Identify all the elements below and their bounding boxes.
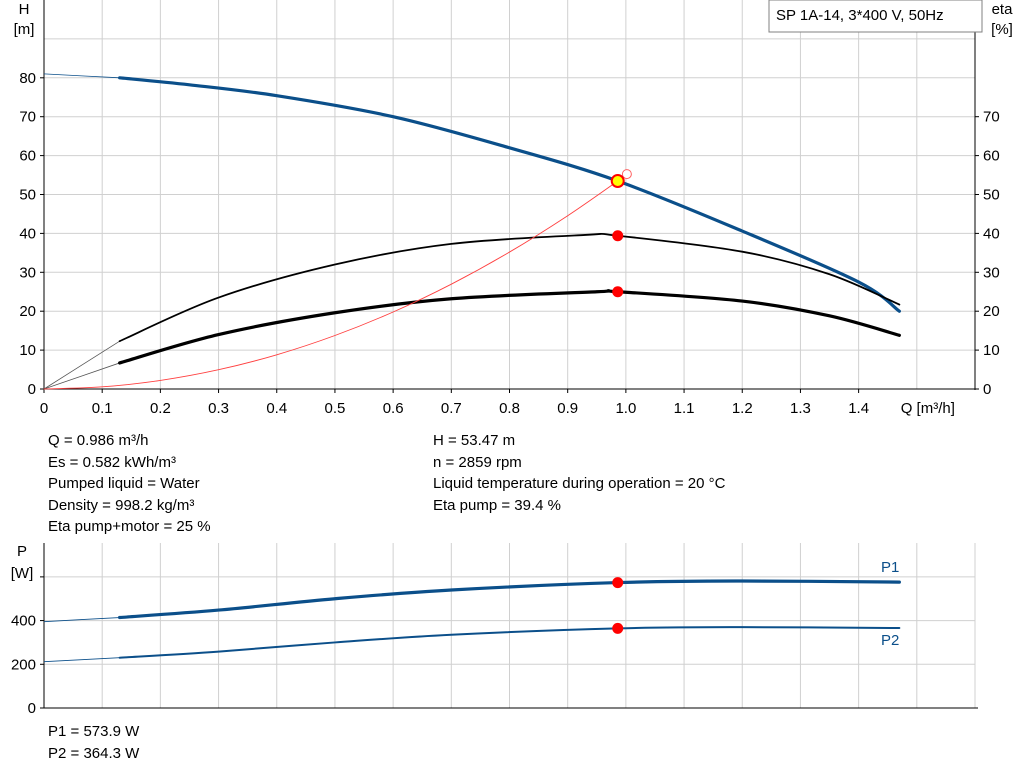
y-right-tick-label: 50 xyxy=(983,187,1000,204)
duty-point-p2 xyxy=(612,622,624,634)
x-axis-label: Q [m³/h] xyxy=(901,400,955,417)
info-head: H = 53.47 m xyxy=(433,432,516,449)
y-right-tick-label: 60 xyxy=(983,148,1000,165)
y-right-tick-label: 70 xyxy=(983,109,1000,126)
chart-title: SP 1A-14, 3*400 V, 50Hz xyxy=(776,7,944,24)
info-specific-energy: Es = 0.582 kWh/m³ xyxy=(48,453,176,471)
info-p2: P2 = 364.3 W xyxy=(48,744,140,762)
eta_pump_motor-curve xyxy=(118,289,901,365)
eta_pump_motor-extension xyxy=(43,362,120,390)
y-right-unit: [%] xyxy=(991,21,1013,38)
x-tick-label: 1.2 xyxy=(732,400,753,417)
x-tick-label: 0.2 xyxy=(150,400,171,417)
info-right: H = 53.47 m n = 2859 rpm Liquid temperat… xyxy=(433,430,725,516)
y-left-tick-label: 60 xyxy=(19,148,36,165)
p1-extension xyxy=(43,617,120,623)
p2-label: P2 xyxy=(881,632,899,649)
eta_pump-extension xyxy=(43,340,120,390)
y-left-tick-label: 10 xyxy=(19,342,36,359)
info-speed: n = 2859 rpm xyxy=(433,453,522,471)
p1-curve xyxy=(118,579,901,620)
y-right-label: eta xyxy=(992,1,1014,18)
x-tick-label: 0 xyxy=(40,400,48,417)
x-tick-label: 0.7 xyxy=(441,400,462,417)
x-tick-label: 0.5 xyxy=(325,400,346,417)
x-tick-label: 1.4 xyxy=(848,400,869,417)
y-right-tick-label: 10 xyxy=(983,342,1000,359)
legend-box xyxy=(768,0,983,33)
info-power: P1 = 573.9 W P2 = 364.3 W xyxy=(48,721,139,764)
system_curve-curve xyxy=(43,174,627,390)
y-left-tick-label: 40 xyxy=(19,225,36,242)
x-tick-label: 1.0 xyxy=(615,400,636,417)
info-pumped-liquid: Pumped liquid = Water xyxy=(48,475,200,492)
info-eta-pump: Eta pump = 39.4 % xyxy=(433,496,561,514)
p2-extension xyxy=(43,657,120,663)
y-right-tick-label: 40 xyxy=(983,225,1000,242)
y-left-label: H xyxy=(19,1,30,18)
x-tick-label: 0.8 xyxy=(499,400,520,417)
x-tick-label: 0.1 xyxy=(92,400,113,417)
power-y-tick-label: 200 xyxy=(11,656,36,673)
duty-point-eta-pump-motor xyxy=(612,286,624,298)
info-p1: P1 = 573.9 W xyxy=(48,723,140,740)
y-left-tick-label: 50 xyxy=(19,187,36,204)
x-tick-label: 1.1 xyxy=(674,400,695,417)
power-y-tick-label: 400 xyxy=(11,613,36,630)
info-eta-pump-motor: Eta pump+motor = 25 % xyxy=(48,518,211,535)
x-tick-label: 0.9 xyxy=(557,400,578,417)
x-tick-label: 1.3 xyxy=(790,400,811,417)
info-left: Q = 0.986 m³/h Es = 0.582 kWh/m³ Pumped … xyxy=(48,430,211,538)
y-left-tick-label: 20 xyxy=(19,303,36,320)
H-extension xyxy=(43,73,120,79)
x-tick-label: 0.6 xyxy=(383,400,404,417)
y-left-tick-label: 70 xyxy=(19,109,36,126)
info-density: Density = 998.2 kg/m³ xyxy=(48,496,195,514)
power-y-label: P xyxy=(17,543,27,560)
x-tick-label: 0.3 xyxy=(208,400,229,417)
p1-label: P1 xyxy=(881,559,899,576)
y-left-unit: [m] xyxy=(14,21,35,38)
y-right-tick-label: 0 xyxy=(983,381,991,398)
info-liquid-temp: Liquid temperature during operation = 20… xyxy=(433,475,726,492)
power-y-unit: [W] xyxy=(11,565,34,582)
eta_pump-curve xyxy=(118,232,901,343)
y-left-tick-label: 30 xyxy=(19,264,36,281)
duty-point-p1 xyxy=(612,577,624,589)
duty-point-eta-pump xyxy=(612,230,624,242)
p2-curve xyxy=(118,626,901,659)
y-left-tick-label: 0 xyxy=(28,381,36,398)
y-left-tick-label: 80 xyxy=(19,70,36,87)
info-flow: Q = 0.986 m³/h xyxy=(48,432,149,449)
x-tick-label: 0.4 xyxy=(266,400,287,417)
duty-point-head xyxy=(610,174,625,189)
y-right-tick-label: 30 xyxy=(983,264,1000,281)
system-curve-end-marker xyxy=(621,169,632,180)
H-curve xyxy=(118,76,901,313)
y-right-tick-label: 20 xyxy=(983,303,1000,320)
power-y-tick-label: 0 xyxy=(28,700,36,717)
